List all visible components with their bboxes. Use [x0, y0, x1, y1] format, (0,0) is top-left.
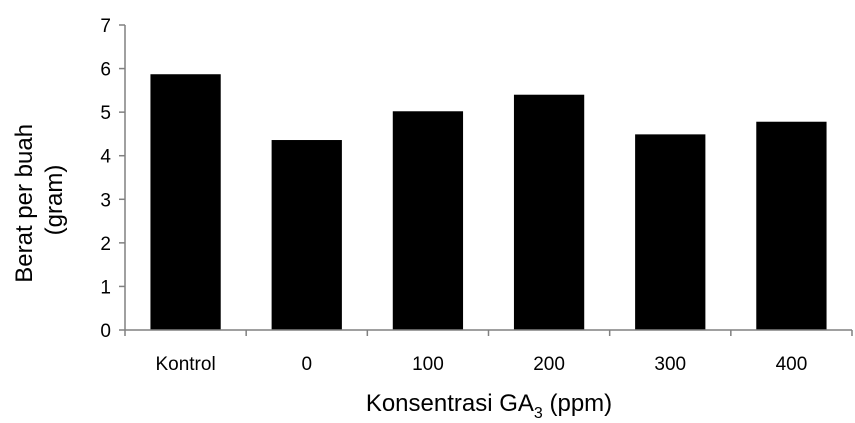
- x-category-label: 100: [412, 354, 444, 375]
- y-tick-label: 6: [100, 60, 111, 81]
- x-category-label: 300: [654, 354, 686, 375]
- x-axis-title: Konsentrasi GA3 (ppm): [366, 390, 612, 422]
- x-axis-title-subscript: 3: [534, 405, 543, 422]
- x-axis-title-prefix: Konsentrasi GA: [366, 390, 534, 417]
- y-tick-label: 5: [100, 103, 111, 124]
- x-axis-title-suffix: (ppm): [543, 390, 612, 417]
- y-tick-label: 7: [100, 16, 111, 37]
- bar-100: [392, 111, 464, 331]
- x-category-label: Kontrol: [155, 354, 215, 375]
- y-tick-label: 2: [100, 234, 111, 255]
- bar-200: [513, 94, 585, 330]
- y-tick-label: 0: [100, 321, 111, 342]
- x-category-label: 400: [776, 354, 808, 375]
- bar-kontrol: [150, 74, 221, 330]
- y-axis-ticks: 0 1 2 3 4 5 6 7: [100, 16, 853, 342]
- bar-0: [271, 140, 342, 330]
- y-tick-label: 3: [100, 190, 111, 211]
- y-tick-label: 1: [100, 277, 111, 298]
- x-axis-labels: Kontrol 0 100 200 300 400: [155, 354, 807, 375]
- x-category-label: 0: [301, 354, 312, 375]
- bars: [150, 74, 827, 331]
- bar-400: [756, 121, 827, 330]
- y-axis-title-line2: (gram): [41, 165, 68, 236]
- y-axis-title-line1: Berat per buah: [11, 124, 38, 283]
- y-tick-label: 4: [100, 147, 111, 168]
- x-category-label: 200: [533, 354, 565, 375]
- bar-300: [635, 134, 706, 330]
- y-axis-title: Berat per buah (gram): [11, 117, 68, 282]
